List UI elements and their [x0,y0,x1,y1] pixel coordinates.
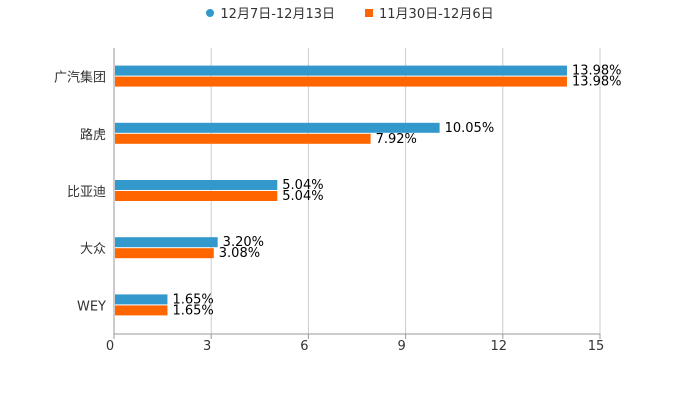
bar-series-1-3 [115,237,218,248]
data-label-series-2-3: 3.08% [219,246,260,261]
data-label-series-1-3: 3.20% [223,235,264,250]
data-label-series-2-0: 13.98% [572,75,622,90]
x-tick-label-9: 9 [397,339,405,354]
x-tick-label-0: 0 [106,339,114,354]
legend-item-series-1[interactable]: 12月7日-12月13日 [206,3,335,22]
x-tick-label-12: 12 [491,339,508,354]
category-label: 路虎 [80,127,106,143]
bar-series-2-3 [115,248,214,259]
data-label-series-2-4: 1.65% [172,303,213,318]
category-label: 大众 [80,242,106,257]
bar-series-2-2 [115,191,278,201]
data-label-series-1-1: 10.05% [445,121,495,136]
legend-label-series-2: 11月30日-12月6日 [379,7,494,22]
legend-marker-series-2 [365,8,373,17]
bar-series-1-4 [115,294,168,305]
x-tick-label-6: 6 [300,339,308,354]
x-tick-label-3: 3 [203,339,211,354]
legend-item-series-2[interactable]: 11月30日-12月6日 [365,3,494,22]
data-label-series-2-2: 5.04% [282,189,323,204]
bar-series-2-4 [115,305,168,316]
legend: 12月7日-12月13日 11月30日-12月6日 [0,3,700,22]
category-label: 广汽集团 [54,70,106,86]
category-label: 比亚迪 [67,185,106,200]
bar-series-1-0 [115,65,567,76]
data-label-series-1-2: 5.04% [282,178,323,193]
data-label-series-2-1: 7.92% [376,132,417,147]
data-label-series-1-0: 13.98% [572,64,622,79]
bar-series-1-1 [115,122,440,133]
legend-marker-series-1 [206,8,215,17]
category-label: WEY [77,299,106,314]
bar-series-2-0 [115,76,567,87]
data-label-series-1-4: 1.65% [172,292,213,307]
bar-series-1-2 [115,180,278,190]
bar-series-2-1 [115,133,371,144]
legend-label-series-1: 12月7日-12月13日 [220,7,335,22]
x-tick-label-15: 15 [588,339,605,354]
